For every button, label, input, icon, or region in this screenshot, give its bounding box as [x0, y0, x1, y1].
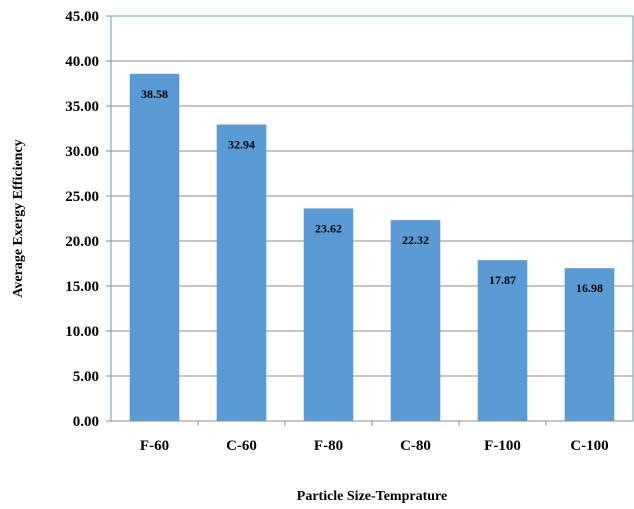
data-label: 32.94 — [228, 138, 255, 152]
x-axis-title: Particle Size-Temprature — [297, 489, 447, 504]
y-tick-label: 35.00 — [65, 99, 99, 115]
gridlines — [111, 60, 633, 377]
x-tick-label: C-100 — [570, 438, 608, 454]
y-axis-ticks: 0.00 5.00 10.00 15.00 20.00 25.00 30.00 35.00 40… — [65, 9, 111, 430]
x-tick-label: C-80 — [400, 438, 431, 454]
data-label: 17.87 — [489, 273, 516, 287]
y-tick-label: 45.00 — [65, 9, 99, 25]
x-tick-label: F-100 — [484, 438, 521, 454]
x-tick-label: F-80 — [314, 438, 343, 454]
data-label: 16.98 — [576, 281, 603, 295]
bar-f-100 — [477, 260, 528, 421]
bar-c-100 — [564, 268, 615, 421]
bar-c-80 — [390, 220, 441, 421]
y-tick-label: 10.00 — [65, 324, 99, 340]
y-tick-label: 20.00 — [65, 234, 99, 250]
y-tick-label: 0.00 — [73, 414, 99, 430]
data-label: 22.32 — [402, 233, 429, 247]
x-axis-ticks: F-60 C-60 F-80 C-80 F-100 C-100 — [140, 421, 609, 454]
x-tick-label: C-60 — [226, 438, 257, 454]
y-tick-label: 5.00 — [73, 369, 99, 385]
data-label: 38.58 — [141, 87, 168, 101]
x-tick-label: F-60 — [140, 438, 169, 454]
data-labels: 38.58 32.94 23.62 22.32 17.87 16.98 — [141, 87, 603, 295]
y-tick-label: 30.00 — [65, 144, 99, 160]
data-label: 23.62 — [315, 221, 342, 235]
bars — [129, 73, 615, 421]
y-axis-title: Average Exergy Efficiency — [11, 139, 26, 297]
plot-frame — [110, 15, 634, 422]
y-tick-label: 15.00 — [65, 279, 99, 295]
bar-f-80 — [303, 208, 354, 421]
y-tick-label: 25.00 — [65, 189, 99, 205]
y-tick-label: 40.00 — [65, 54, 99, 70]
bar-f-60 — [129, 73, 180, 421]
bar-c-60 — [216, 124, 267, 421]
